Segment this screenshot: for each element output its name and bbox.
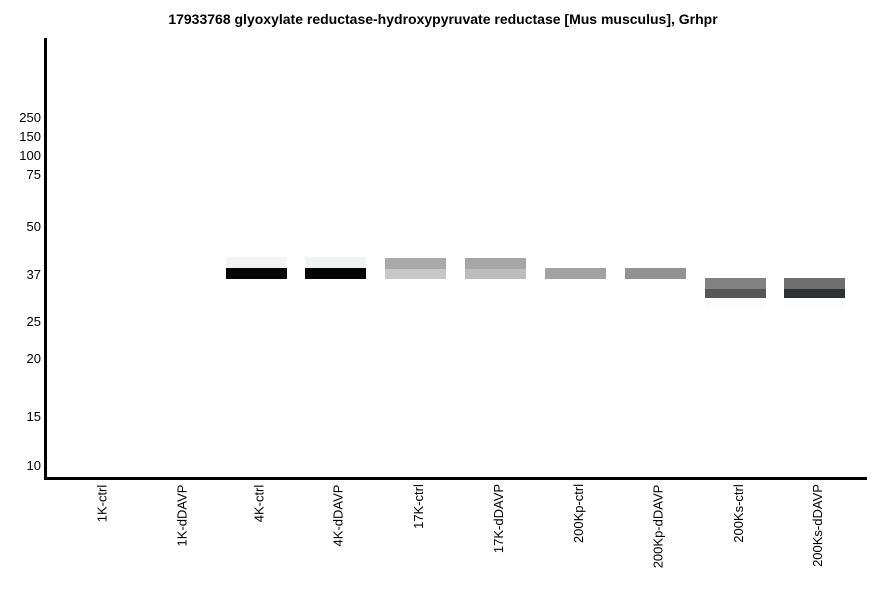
- x-axis-line: [44, 477, 867, 480]
- protein-band: [385, 258, 446, 269]
- mw-marker-label: 37: [26, 267, 41, 282]
- mw-marker-label: 25: [26, 314, 41, 329]
- protein-band: [385, 269, 446, 279]
- lane-label: 200Kp-dDAVP: [650, 484, 666, 568]
- lane-label: 4K-dDAVP: [330, 484, 346, 546]
- protein-band: [784, 289, 845, 298]
- lane-label: 200Kp-ctrl: [570, 483, 586, 544]
- lane-label: 17K-ctrl: [410, 484, 426, 529]
- protein-band: [705, 289, 766, 298]
- lane-label: 4K-ctrl: [251, 484, 267, 522]
- lane-label: 200Ks-dDAVP: [809, 484, 825, 567]
- protein-band: [625, 268, 686, 279]
- lane-label: 17K-dDAVP: [490, 483, 506, 554]
- y-axis-line: [44, 38, 47, 480]
- lane-label: 200Ks-ctrl: [730, 484, 746, 543]
- protein-band: [305, 268, 366, 279]
- mw-marker-label: 15: [26, 409, 41, 424]
- mw-marker-label: 250: [19, 110, 41, 125]
- mw-marker-label: 75: [26, 167, 41, 182]
- protein-band: [465, 258, 526, 269]
- protein-band: [305, 257, 366, 268]
- mw-marker-label: 100: [19, 148, 41, 163]
- mw-marker-label: 20: [26, 351, 41, 366]
- protein-band: [545, 268, 606, 279]
- mw-marker-label: 10: [26, 458, 41, 473]
- protein-band: [784, 298, 845, 309]
- lane-label: 1K-ctrl: [94, 484, 110, 522]
- protein-band: [226, 257, 287, 268]
- protein-band: [705, 298, 766, 309]
- protein-band: [784, 278, 845, 289]
- figure-title: 17933768 glyoxylate reductase-hydroxypyr…: [168, 11, 718, 27]
- lane-label: 1K-dDAVP: [174, 484, 190, 546]
- protein-band: [705, 278, 766, 289]
- protein-band: [465, 269, 526, 279]
- mw-marker-label: 50: [26, 219, 41, 234]
- mw-marker-label: 150: [19, 129, 41, 144]
- protein-band: [226, 268, 287, 279]
